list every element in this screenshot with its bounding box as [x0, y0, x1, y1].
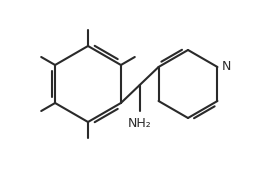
Text: NH₂: NH₂: [128, 117, 152, 130]
Text: N: N: [221, 61, 231, 73]
